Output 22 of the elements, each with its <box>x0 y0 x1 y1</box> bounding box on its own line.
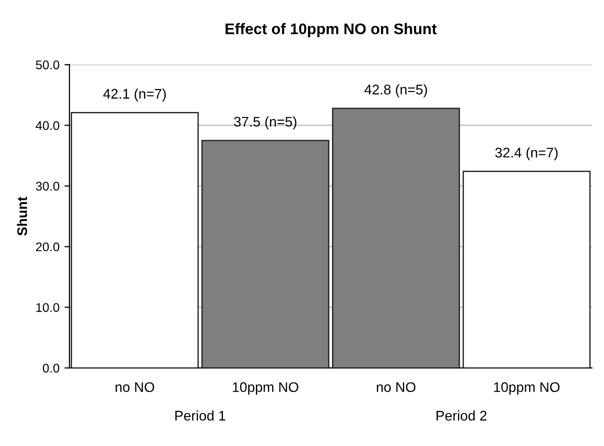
data-label: 37.5 (n=5) <box>234 116 296 130</box>
y-axis-title: Shunt <box>16 196 28 236</box>
chart-title: Effect of 10ppm NO on Shunt <box>226 23 437 38</box>
data-label: 32.4 (n=7) <box>495 147 558 160</box>
text: Period 2 <box>436 410 486 421</box>
bar <box>332 108 460 368</box>
y-tick-label: 50.0 <box>36 60 60 70</box>
text: Period 1 <box>175 410 226 421</box>
bar <box>201 140 330 368</box>
y-tick-label: 30.0 <box>36 182 60 191</box>
y-tick-label: 40.0 <box>36 121 60 130</box>
x-tick-label: no NO <box>376 382 416 392</box>
x-tick-label: 10ppm NO <box>494 382 560 395</box>
x-tick-label: 10ppm NO <box>232 382 298 395</box>
bar <box>462 170 591 368</box>
y-tick-label: 10.0 <box>36 303 60 312</box>
data-label: 42.8 (n=5) <box>364 84 427 98</box>
bar <box>70 112 199 368</box>
y-tick-label: 20.0 <box>36 242 60 252</box>
data-label: 42.1 (n=7) <box>103 88 166 102</box>
y-tick-label: 0.0 <box>42 364 60 373</box>
x-tick-label: no NO <box>116 382 154 392</box>
